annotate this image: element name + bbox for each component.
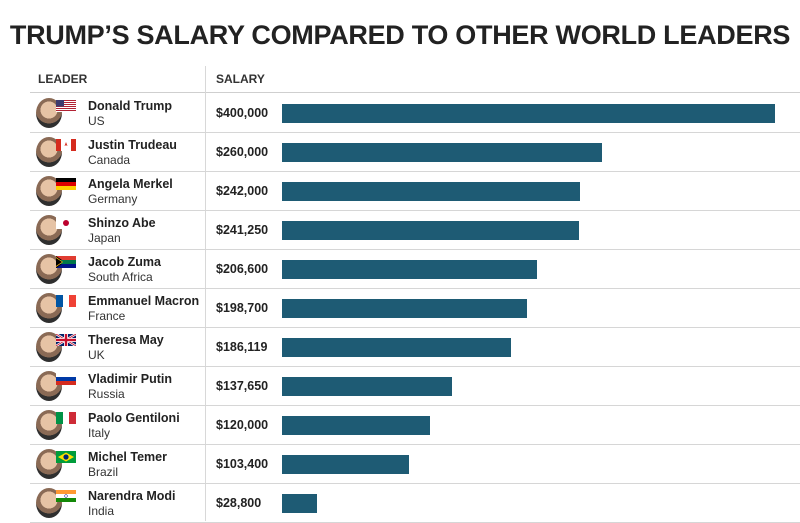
row-divider	[30, 366, 800, 367]
leader-name: Narendra Modi	[88, 489, 176, 503]
france-flag-icon	[56, 294, 76, 307]
chart-row: Narendra Modi India $28,800	[30, 484, 800, 523]
uk-flag-icon	[55, 332, 77, 348]
salary-bar	[282, 143, 602, 162]
header-divider	[30, 92, 800, 93]
leader-name: Donald Trump	[88, 99, 173, 113]
row-divider	[30, 171, 800, 172]
salary-label: $28,800	[216, 496, 262, 510]
chart-row: Vladimir Putin Russia $137,650	[30, 367, 800, 406]
us-flag-icon	[56, 99, 76, 112]
chart-row: Michel Temer Brazil $103,400	[30, 445, 800, 484]
salary-bar	[282, 338, 511, 357]
leader-country: Russia	[88, 387, 125, 401]
leader-country: Japan	[88, 231, 121, 245]
leader-country: UK	[88, 348, 105, 362]
south-africa-flag-icon	[56, 255, 76, 268]
salary-bar	[282, 416, 430, 435]
salary-label: $241,250	[216, 223, 269, 237]
salary-bar	[282, 377, 452, 396]
russia-flag-icon	[56, 372, 76, 385]
leader-name: Jacob Zuma	[88, 255, 161, 269]
chart-row: Justin Trudeau Canada $260,000	[30, 133, 800, 172]
leader-country: Brazil	[88, 465, 119, 479]
salary-bar	[282, 299, 527, 318]
row-divider	[30, 405, 800, 406]
chart-row: Donald Trump US $400,000	[30, 94, 800, 133]
leader-name: Justin Trudeau	[88, 138, 177, 152]
leader-name: Vladimir Putin	[88, 372, 173, 386]
salary-bar	[282, 455, 409, 474]
salary-bar	[282, 221, 579, 240]
salary-label: $206,600	[216, 262, 269, 276]
chart-row: Shinzo Abe Japan $241,250	[30, 211, 800, 250]
india-flag-icon	[56, 489, 76, 502]
salary-bar	[282, 260, 537, 279]
leader-name: Shinzo Abe	[88, 216, 156, 230]
japan-flag-icon	[56, 216, 76, 229]
row-divider	[30, 327, 800, 328]
salary-bar	[282, 494, 317, 513]
salary-label: $400,000	[216, 106, 269, 120]
chart-row: Angela Merkel Germany $242,000	[30, 172, 800, 211]
leader-name: Emmanuel Macron	[88, 294, 200, 308]
chart-row: Emmanuel Macron France $198,700	[30, 289, 800, 328]
leader-country: South Africa	[88, 270, 153, 284]
leader-name: Paolo Gentiloni	[88, 411, 180, 425]
chart-row: Jacob Zuma South Africa $206,600	[30, 250, 800, 289]
row-divider	[30, 210, 800, 211]
chart-row: Paolo Gentiloni Italy $120,000	[30, 406, 800, 445]
salary-label: $120,000	[216, 418, 269, 432]
leader-country: India	[88, 504, 115, 518]
leader-column-header: LEADER	[38, 72, 88, 86]
chart-row: Theresa May UK $186,119	[30, 328, 800, 367]
canada-flag-icon	[56, 138, 76, 151]
leader-country: Germany	[88, 192, 138, 206]
leader-name: Angela Merkel	[88, 177, 173, 191]
leader-name: Michel Temer	[88, 450, 167, 464]
row-divider	[30, 249, 800, 250]
leader-country: France	[88, 309, 126, 323]
salary-label: $242,000	[216, 184, 269, 198]
brazil-flag-icon	[56, 450, 76, 463]
salary-label: $260,000	[216, 145, 269, 159]
leader-name: Theresa May	[88, 333, 164, 347]
salary-label: $103,400	[216, 457, 269, 471]
salary-label: $186,119	[216, 340, 268, 354]
salary-label: $198,700	[216, 301, 269, 315]
chart-title: TRUMP’S SALARY COMPARED TO OTHER WORLD L…	[9, 20, 791, 50]
leader-country: US	[88, 114, 105, 128]
italy-flag-icon	[56, 411, 76, 424]
row-divider	[30, 444, 800, 445]
salary-column-header: SALARY	[216, 72, 265, 86]
salary-bar	[282, 182, 580, 201]
leader-country: Canada	[88, 153, 131, 167]
leader-country: Italy	[88, 426, 111, 440]
column-divider	[205, 66, 206, 521]
salary-label: $137,650	[216, 379, 269, 393]
row-divider	[30, 288, 800, 289]
germany-flag-icon	[56, 177, 76, 190]
salary-bar	[282, 104, 775, 123]
row-divider	[30, 132, 800, 133]
row-divider	[30, 483, 800, 484]
